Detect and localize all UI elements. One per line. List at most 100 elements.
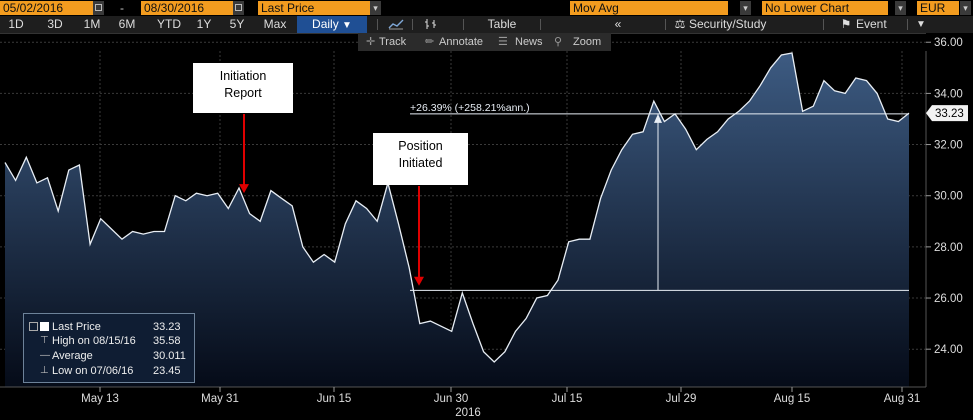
pencil-icon[interactable]: ✏ <box>425 36 435 48</box>
legend-row-average: — Average 30.011 <box>24 349 194 363</box>
y-tick-label: 36.00 <box>934 37 963 49</box>
toolbar-divider <box>907 19 908 30</box>
legend-expand-icon[interactable] <box>29 322 38 331</box>
legend-label: Last Price <box>52 321 101 333</box>
range-tab-1d[interactable]: 1D <box>8 17 24 31</box>
legend-row-high: ⊤ High on 08/15/16 35.58 <box>24 334 194 348</box>
table-button[interactable]: Table <box>487 17 517 31</box>
chart-legend: Last Price 33.23 ⊤ High on 08/15/16 35.5… <box>23 313 195 383</box>
legend-label: Low on 07/06/16 <box>52 365 134 377</box>
end-date-field[interactable]: 08/30/2016 <box>141 1 233 15</box>
zoom-magnifier-icon[interactable]: ⚲ <box>554 36 563 48</box>
toolbar-divider <box>540 19 541 30</box>
field-dropdown-icon[interactable]: ▾ <box>370 1 381 15</box>
x-tick-label: May 31 <box>201 393 239 405</box>
x-tick-label: Jul 15 <box>552 393 583 405</box>
range-tab-3d[interactable]: 3D <box>47 17 63 31</box>
average-marker-icon: — <box>40 350 50 361</box>
start-calendar-icon[interactable] <box>93 1 104 15</box>
legend-value: 23.45 <box>153 365 181 377</box>
toolbar-divider <box>377 19 378 30</box>
period-select[interactable]: Daily ▼ <box>297 16 367 33</box>
measure-arrowhead-icon <box>654 113 662 123</box>
range-tab-6m[interactable]: 6M <box>118 17 136 31</box>
legend-square-icon <box>40 322 49 331</box>
x-tick-label: Jun 15 <box>317 393 352 405</box>
x-tick-label: Jul 29 <box>666 393 697 405</box>
y-tick-label: 28.00 <box>934 242 963 254</box>
x-tick-label: May 13 <box>81 393 119 405</box>
price-chart: +26.39% (+258.21%ann.) 24.00 26.00 28.00 30… <box>0 33 973 420</box>
toolbar-divider <box>463 19 464 30</box>
initiation-callout-line2: Report <box>224 86 262 100</box>
study-dropdown-icon[interactable]: ▾ <box>740 1 751 15</box>
legend-value: 30.011 <box>153 350 186 362</box>
chart-annotations: +26.39% (+258.21%ann.) <box>239 102 909 291</box>
news-button[interactable]: News <box>515 36 543 48</box>
range-tab-max[interactable]: Max <box>263 17 287 31</box>
y-tick-label: 24.00 <box>934 344 963 356</box>
legend-row-last-price[interactable]: Last Price 33.23 <box>24 320 194 334</box>
last-price-tag <box>926 105 968 122</box>
low-marker-icon: ⊥ <box>40 365 49 376</box>
last-price-label: 33.23 <box>935 108 964 120</box>
x-axis-background <box>0 387 973 420</box>
event-dropdown-icon[interactable]: ▼ <box>916 19 926 30</box>
range-toolbar: 1D 3D 1M 6M YTD 1Y 5Y Max Daily ▼ Table … <box>0 16 973 34</box>
legend-row-low: ⊥ Low on 07/06/16 23.45 <box>24 364 194 378</box>
track-button[interactable]: Track <box>379 36 407 48</box>
price-area <box>5 53 909 387</box>
lower-chart-dropdown-icon[interactable]: ▾ <box>895 1 906 15</box>
position-callout-line1: Position <box>398 139 443 153</box>
field-select[interactable]: Last Price <box>258 1 370 15</box>
initiation-report-callout: Initiation Report <box>193 63 293 113</box>
x-tick-label: Aug 31 <box>884 393 920 405</box>
period-dropdown-icon: ▼ <box>342 20 352 31</box>
date-separator: - <box>120 1 124 15</box>
end-calendar-icon[interactable] <box>233 1 244 15</box>
news-list-icon[interactable]: ☰ <box>498 36 508 48</box>
study-select[interactable]: Mov Avg <box>570 1 728 15</box>
lower-chart-select[interactable]: No Lower Chart <box>762 1 888 15</box>
toolbar-divider <box>665 19 666 30</box>
legend-label: Average <box>52 350 93 362</box>
range-tab-1m[interactable]: 1M <box>83 17 101 31</box>
collapse-double-chevron-icon[interactable]: « <box>614 17 622 31</box>
event-button[interactable]: Event <box>856 17 887 31</box>
legend-value: 35.58 <box>153 335 181 347</box>
legend-value: 33.23 <box>153 321 181 333</box>
y-tick-label: 26.00 <box>934 293 963 305</box>
position-callout-line2: Initiated <box>398 156 443 170</box>
event-flag-icon[interactable]: ⚑ <box>840 17 852 31</box>
y-tick-label: 34.00 <box>934 88 963 100</box>
top-toolbar: 05/02/2016 - 08/30/2016 Last Price ▾ Mov… <box>0 0 973 16</box>
x-tick-label: Jun 30 <box>434 393 469 405</box>
y-axis: 24.00 26.00 28.00 30.00 32.00 34.00 36.00 33.23 <box>925 33 973 420</box>
range-tab-1y[interactable]: 1Y <box>196 17 212 31</box>
range-tab-ytd[interactable]: YTD <box>157 17 181 31</box>
scales-icon[interactable]: ⚖ <box>674 17 686 31</box>
range-tab-5y[interactable]: 5Y <box>229 17 245 31</box>
initiation-callout-line1: Initiation <box>219 69 267 83</box>
x-year-label: 2016 <box>455 407 481 419</box>
position-initiated-callout: Position Initiated <box>373 133 468 185</box>
line-chart-icon[interactable] <box>385 16 407 33</box>
chart-subtools: ✛ Track ✏ Annotate ☰ News ⚲ Zoom <box>358 33 611 51</box>
toolbar-divider <box>823 19 824 30</box>
crosshair-icon[interactable]: ✛ <box>366 36 376 48</box>
x-tick-label: Aug 15 <box>774 393 810 405</box>
y-tick-label: 30.00 <box>934 191 963 203</box>
currency-dropdown-icon[interactable]: ▾ <box>960 1 971 15</box>
annotate-button[interactable]: Annotate <box>439 36 484 48</box>
measure-label: +26.39% (+258.21%ann.) <box>410 102 530 114</box>
zoom-button[interactable]: Zoom <box>573 36 602 48</box>
currency-select[interactable]: EUR <box>917 1 959 15</box>
x-axis: May 13 May 31 Jun 15 Jun 30 Jul 15 Jul 29 Aug … <box>0 386 973 420</box>
bar-chart-icon[interactable] <box>418 16 444 33</box>
start-date-field[interactable]: 05/02/2016 <box>0 1 93 15</box>
y-tick-label: 32.00 <box>934 140 963 152</box>
legend-label: High on 08/15/16 <box>52 335 136 347</box>
security-study-button[interactable]: Security/Study <box>689 17 767 31</box>
initiation-arrow-head-icon <box>239 184 249 194</box>
high-marker-icon: ⊤ <box>40 335 49 346</box>
